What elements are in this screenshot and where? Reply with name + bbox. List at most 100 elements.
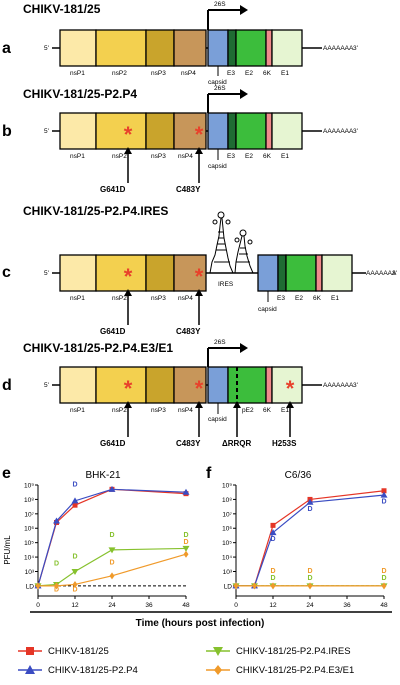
data-point — [71, 568, 79, 575]
gene-label: E3 — [277, 295, 285, 302]
promoter-arrow-icon — [240, 89, 248, 99]
significance-label: D — [307, 575, 312, 582]
arrow-up-icon — [195, 401, 203, 408]
data-point — [270, 582, 276, 590]
e2-box — [285, 254, 317, 292]
mutation-star-icon: * — [124, 376, 133, 401]
y-tick-label: 10⁸ — [222, 497, 232, 504]
promoter-label: 26S — [214, 339, 226, 346]
data-point — [252, 582, 257, 590]
polya-tail: AAAAAAA — [323, 128, 354, 135]
polya-tail: AAAAAAA — [366, 270, 397, 277]
y-tick-label: LD — [224, 583, 233, 590]
nsp3-box — [145, 254, 175, 292]
capsid-label: capsid — [208, 79, 227, 86]
gene-label: nsP3 — [151, 70, 166, 77]
gene-label: nsP3 — [151, 407, 166, 414]
data-point — [233, 582, 239, 590]
three-prime-label: 3' — [353, 128, 358, 135]
mutation-label: G641D — [100, 185, 126, 194]
gene-label: nsP2 — [112, 70, 127, 77]
panel-b: CHIKV-181/25-P2.P4 b 5' AAAAAAA 3' 26S *… — [2, 85, 358, 194]
x-axis-title: Time (hours post infection) — [136, 618, 265, 629]
e3-box — [227, 29, 237, 67]
chart-title: BHK-21 — [85, 470, 120, 481]
data-point — [182, 488, 190, 495]
capsid-box — [257, 254, 279, 292]
significance-label: D — [183, 539, 188, 546]
construct-title: CHIKV-181/25-P2.P4 — [23, 87, 137, 101]
significance-label: D — [72, 554, 77, 561]
gene-label: nsP4 — [178, 153, 193, 160]
legend-marker — [213, 647, 223, 656]
y-tick-label: LD — [26, 583, 35, 590]
arrow-up-icon — [124, 147, 132, 154]
nsp3-box — [145, 366, 175, 404]
e2-box — [235, 112, 267, 150]
significance-label: D — [109, 532, 114, 539]
promoter-arrow-icon — [240, 343, 248, 353]
x-tick-label: 48 — [380, 602, 388, 609]
gene-label: E1 — [281, 153, 289, 160]
gene-label: 6K — [263, 407, 272, 414]
y-tick-label: 10⁹ — [222, 483, 232, 490]
ires-label: IRES — [218, 281, 234, 288]
five-prime-label: 5' — [44, 382, 49, 389]
significance-label: D — [381, 568, 386, 575]
data-point — [381, 488, 387, 494]
6k-box — [265, 29, 273, 67]
nsp2-box — [95, 366, 147, 404]
significance-label: D — [183, 532, 188, 539]
significance-label: D — [270, 536, 275, 543]
gene-label: E2 — [245, 70, 253, 77]
x-tick-label: 24 — [306, 602, 314, 609]
significance-label: D — [72, 481, 77, 488]
y-tick-label: 10⁷ — [222, 511, 232, 518]
6k-box — [265, 366, 273, 404]
nsp1-box — [59, 366, 97, 404]
x-tick-label: 24 — [108, 602, 116, 609]
y-tick-label: 10⁷ — [24, 511, 34, 518]
y-tick-label: 10³ — [25, 569, 35, 576]
panel-letter: e — [2, 465, 11, 482]
y-tick-label: 10⁵ — [24, 540, 34, 547]
legend-marker — [26, 647, 34, 655]
x-tick-label: 36 — [145, 602, 153, 609]
legend: CHIKV-181/25 CHIKV-181/25-P2.P4 CHIKV-181/… — [18, 646, 354, 676]
data-point — [35, 582, 41, 590]
capsid-box — [207, 29, 229, 67]
data-point — [109, 572, 115, 580]
capsid-label: capsid — [208, 163, 227, 170]
data-point — [72, 580, 78, 588]
five-prime-label: 5' — [44, 128, 49, 135]
mutation-star-icon: * — [124, 122, 133, 147]
gene-label: 6K — [263, 70, 272, 77]
data-point — [71, 497, 79, 504]
panel-a: CHIKV-181/25 a 5' AAAAAAA 3' 26S nsP1 ns… — [2, 1, 358, 86]
gene-label: E3 — [227, 70, 235, 77]
gene-label: E2 — [295, 295, 303, 302]
e1-box — [271, 29, 303, 67]
gene-label: pE2 — [242, 407, 254, 414]
mutation-star-icon: * — [286, 376, 295, 401]
capsid-label: capsid — [258, 306, 277, 313]
mutation-label: G641D — [100, 327, 126, 336]
nsp2-box — [95, 29, 147, 67]
data-point — [72, 502, 78, 508]
legend-marker — [214, 665, 222, 675]
gene-label: nsP1 — [70, 407, 85, 414]
mutation-star-icon: * — [124, 264, 133, 289]
arrow-up-icon — [233, 401, 241, 408]
panel-letter: d — [2, 377, 12, 394]
panel-letter: a — [2, 40, 11, 57]
x-tick-label: 48 — [182, 602, 190, 609]
gene-label: nsP1 — [70, 153, 85, 160]
construct-title: CHIKV-181/25 — [23, 2, 101, 16]
data-point — [306, 498, 314, 505]
gene-label: E1 — [331, 295, 339, 302]
arrow-up-icon — [195, 289, 203, 296]
significance-label: D — [307, 506, 312, 513]
e1-box — [271, 366, 303, 404]
legend-label: CHIKV-181/25-P2.P4 — [48, 665, 138, 676]
